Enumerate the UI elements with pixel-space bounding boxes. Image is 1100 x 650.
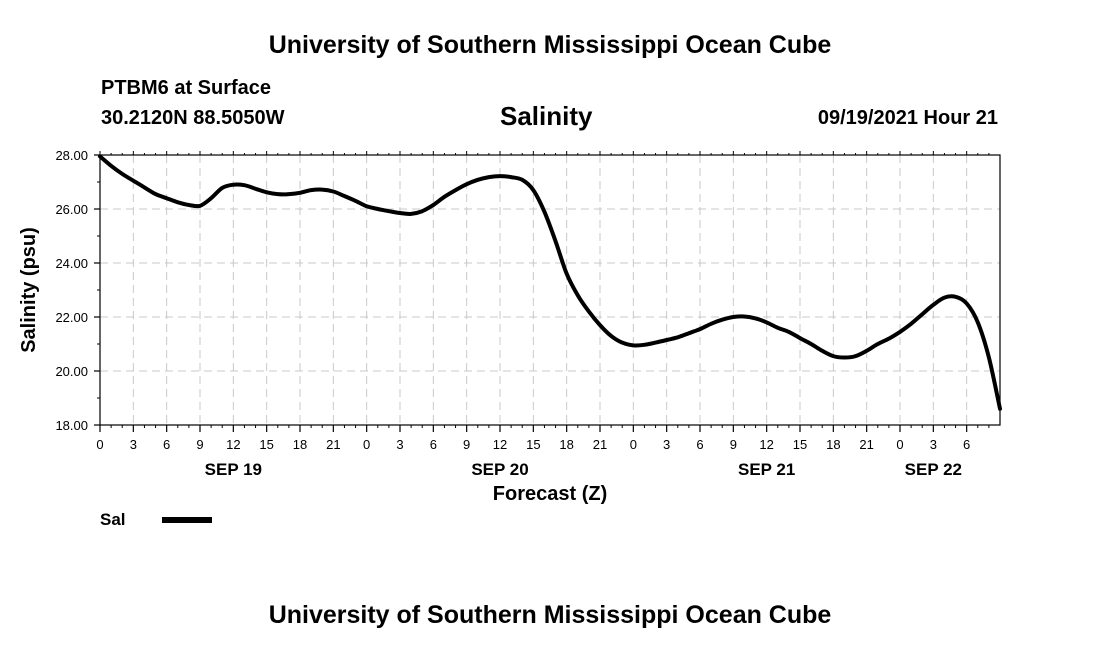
x-tick-label: 9: [196, 437, 203, 452]
y-tick-label: 24.00: [55, 256, 88, 271]
x-tick-label: 15: [259, 437, 273, 452]
x-tick-label: 18: [559, 437, 573, 452]
axis-ticks: [94, 151, 990, 432]
x-tick-label: 3: [396, 437, 403, 452]
main-title-top: University of Southern Mississippi Ocean…: [268, 31, 832, 59]
x-day-label: SEP 19: [205, 460, 262, 479]
x-tick-label: 12: [759, 437, 773, 452]
axis-labels: 18.00 20.00 22.00 24.00 26.00 28.00 0 3 6 9 12 15 18…: [55, 148, 970, 479]
station-coordinates: 30.2120N 88.5050W: [101, 107, 285, 129]
x-tick-label: 0: [896, 437, 903, 452]
x-tick-label: 6: [163, 437, 170, 452]
x-tick-label: 0: [630, 437, 637, 452]
x-tick-label: 18: [826, 437, 840, 452]
x-tick-label: 21: [326, 437, 340, 452]
x-tick-label: 21: [593, 437, 607, 452]
y-axis-title: Salinity (psu): [18, 227, 40, 353]
y-tick-label: 28.00: [55, 148, 88, 163]
x-tick-label: 3: [663, 437, 670, 452]
x-axis-title: Forecast (Z): [493, 483, 607, 505]
x-tick-label: 6: [963, 437, 970, 452]
x-tick-label: 3: [130, 437, 137, 452]
forecast-timestamp: 09/19/2021 Hour 21: [817, 107, 998, 129]
x-tick-label: 9: [730, 437, 737, 452]
x-tick-label: 15: [793, 437, 807, 452]
plot-frame: [99, 154, 1001, 426]
x-tick-label: 9: [463, 437, 470, 452]
y-tick-label: 20.00: [55, 364, 88, 379]
x-tick-label: 12: [493, 437, 507, 452]
series-line-sal: [98, 154, 1002, 411]
chart-title: Salinity: [500, 101, 593, 131]
legend-label: Sal: [100, 510, 126, 529]
x-tick-label: 0: [96, 437, 103, 452]
y-tick-label: 26.00: [55, 202, 88, 217]
x-tick-label: 6: [430, 437, 437, 452]
x-tick-label: 12: [226, 437, 240, 452]
y-tick-label: 22.00: [55, 310, 88, 325]
x-tick-label: 0: [363, 437, 370, 452]
x-tick-label: 18: [293, 437, 307, 452]
x-tick-label: 21: [859, 437, 873, 452]
x-tick-label: 15: [526, 437, 540, 452]
y-tick-label: 18.00: [55, 418, 88, 433]
legend-swatch: [162, 517, 212, 523]
x-day-label: SEP 20: [471, 460, 528, 479]
x-tick-label: 3: [930, 437, 937, 452]
x-day-label: SEP 21: [738, 460, 795, 479]
x-tick-label: 6: [696, 437, 703, 452]
station-name: PTBM6 at Surface: [101, 77, 272, 99]
x-day-label: SEP 22: [905, 460, 962, 479]
grid-lines: [100, 155, 1000, 425]
main-title-bottom: University of Southern Mississippi Ocean…: [268, 601, 832, 629]
